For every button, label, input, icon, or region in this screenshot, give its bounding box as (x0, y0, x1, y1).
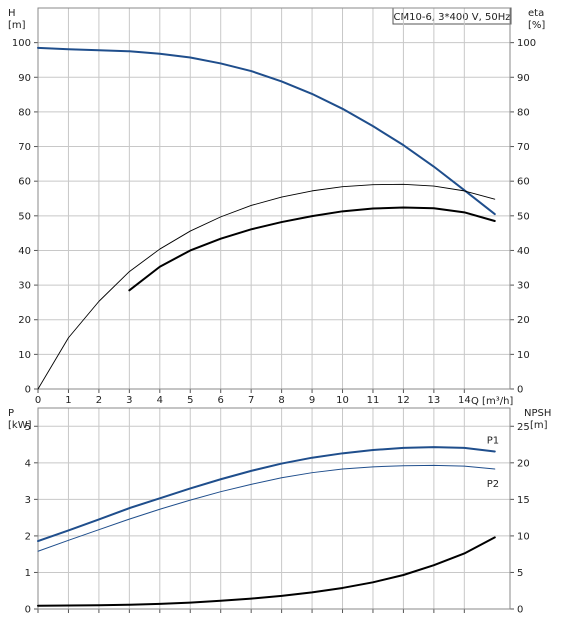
x-tick-label: 1 (65, 395, 71, 406)
top-right-axis-unit: [%] (528, 20, 545, 31)
top-y-tick-label-left: 100 (12, 38, 31, 49)
x-tick-label: 10 (336, 395, 349, 406)
top-y-tick-label-right: 100 (517, 38, 536, 49)
bottom-left-axis-unit: [kW] (8, 420, 32, 431)
top-y-tick-label-right: 20 (517, 315, 530, 326)
top-y-tick-label-left: 90 (18, 73, 31, 84)
bottom-y-tick-label-left: 4 (25, 458, 31, 469)
top-series-2-line (128, 206, 496, 292)
top-y-tick-label-left: 70 (18, 142, 31, 153)
bottom-y-tick-label-left: 3 (25, 495, 31, 506)
bottom-series-2-line (37, 536, 496, 607)
x-tick-label: 6 (218, 395, 224, 406)
bottom-y-tick-label-left: 2 (25, 531, 31, 542)
top-y-tick-label-left: 60 (18, 177, 31, 188)
top-y-tick-label-right: 90 (517, 73, 530, 84)
bottom-y-tick-label-right: 0 (517, 605, 523, 616)
top-y-tick-label-left: 0 (25, 385, 31, 396)
x-tick-label: 7 (248, 395, 254, 406)
top-left-axis-label: H (8, 8, 16, 19)
top-y-tick-label-right: 40 (517, 246, 530, 257)
top-y-tick-label-right: 10 (517, 350, 530, 361)
top-y-tick-label-left: 40 (18, 246, 31, 257)
top-y-tick-label-right: 80 (517, 107, 530, 118)
top-y-tick-label-right: 30 (517, 281, 530, 292)
series-label-p2: P2 (487, 479, 499, 490)
x-tick-label: 9 (309, 395, 315, 406)
x-tick-label: 13 (428, 395, 441, 406)
bottom-plot-area: 0 1 2 3 4 5 0 5 10 15 20 25 P1 P2 (25, 407, 530, 616)
bottom-series-1-line (37, 464, 496, 552)
top-left-axis-unit: [m] (8, 20, 26, 31)
top-right-axis-label: eta (528, 8, 544, 19)
bottom-y-tick-label-right: 10 (517, 531, 530, 542)
x-tick-label: 12 (397, 395, 410, 406)
top-y-tick-label-left: 30 (18, 281, 31, 292)
top-series-1-line (37, 183, 496, 390)
x-tick-label: 5 (187, 395, 193, 406)
top-y-tick-label-left: 80 (18, 107, 31, 118)
bottom-y-tick-label-left: 1 (25, 568, 31, 579)
bottom-y-tick-label-left: 0 (25, 605, 31, 616)
x-tick-label: 3 (126, 395, 132, 406)
bottom-series-0-line (37, 446, 496, 543)
x-tick-label: 8 (278, 395, 284, 406)
top-y-tick-label-left: 20 (18, 315, 31, 326)
top-y-tick-label-right: 70 (517, 142, 530, 153)
x-tick-label: 4 (157, 395, 163, 406)
top-y-tick-label-right: 60 (517, 177, 530, 188)
bottom-y-tick-label-right: 20 (517, 458, 530, 469)
top-series-0-line (37, 46, 496, 216)
bottom-plot-frame (37, 407, 511, 610)
top-y-tick-label-right: 0 (517, 385, 523, 396)
bottom-left-axis-label: P (8, 408, 14, 419)
x-axis-label: Q [m³/h] (471, 396, 513, 407)
x-tick-label: 2 (96, 395, 102, 406)
x-tick-label: 11 (367, 395, 380, 406)
chart-title: CM10-6, 3*400 V, 50Hz (394, 12, 511, 23)
top-y-tick-label-left: 10 (18, 350, 31, 361)
top-y-tick-label-right: 50 (517, 211, 530, 222)
x-tick-label: 14 (458, 395, 471, 406)
bottom-y-tick-label-right: 15 (517, 495, 530, 506)
x-tick-label: 0 (35, 395, 41, 406)
bottom-y-tick-label-right: 5 (517, 568, 523, 579)
top-y-tick-label-left: 50 (18, 211, 31, 222)
series-label-p1: P1 (487, 435, 499, 446)
bottom-y-tick-label-left: 5 (25, 422, 31, 433)
bottom-right-axis-unit: [m] (530, 420, 548, 431)
top-plot-frame (37, 7, 511, 390)
bottom-y-tick-label-right: 25 (517, 422, 530, 433)
bottom-right-axis-label: NPSH (524, 408, 551, 419)
